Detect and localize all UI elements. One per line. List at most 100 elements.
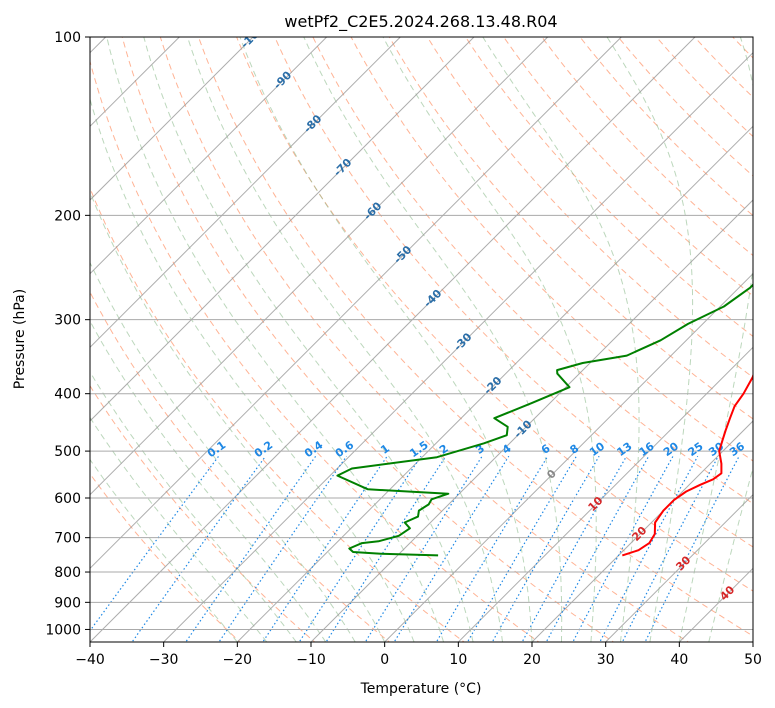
mixing-ratio-line bbox=[262, 455, 388, 642]
moist-adiabat bbox=[90, 370, 297, 642]
isotherm-line bbox=[90, 37, 622, 570]
dry-adiabat bbox=[655, 37, 753, 138]
y-tick-label: 300 bbox=[54, 313, 81, 329]
isotherm-line bbox=[90, 37, 549, 496]
isotherm-line bbox=[752, 641, 753, 642]
x-tick-label: −20 bbox=[223, 652, 253, 668]
moist-adiabat bbox=[90, 320, 327, 642]
mixing-ratio-line bbox=[545, 455, 650, 642]
y-tick-label: 100 bbox=[54, 30, 81, 46]
mixing-ratio-label: 20 bbox=[661, 439, 681, 459]
mixing-ratio-line bbox=[466, 455, 577, 642]
moist-adiabat bbox=[303, 37, 563, 642]
isotherm-line bbox=[384, 272, 753, 642]
x-axis-label: Temperature (°C) bbox=[360, 681, 482, 697]
moist-adiabat bbox=[678, 37, 753, 642]
mixing-ratio-line bbox=[185, 455, 317, 642]
y-tick-label: 500 bbox=[54, 444, 81, 460]
x-tick-label: −10 bbox=[296, 652, 326, 668]
y-tick-label: 700 bbox=[54, 531, 81, 547]
moist-adiabat bbox=[90, 190, 386, 642]
moist-adiabat bbox=[90, 416, 268, 642]
temperature-profile-line bbox=[621, 372, 753, 557]
mixing-ratio-line bbox=[325, 455, 447, 642]
isotherm-line bbox=[90, 37, 254, 201]
isotherm-line bbox=[236, 125, 753, 642]
y-tick-label: 900 bbox=[54, 595, 81, 611]
dry-adiabat bbox=[274, 37, 753, 548]
mixing-ratio-label: 0.2 bbox=[252, 438, 275, 460]
moist-adiabat bbox=[482, 37, 640, 642]
dry-adiabat bbox=[541, 37, 753, 257]
mixing-ratio-line bbox=[218, 455, 347, 642]
dry-adiabat bbox=[465, 37, 753, 338]
dry-adiabat bbox=[90, 472, 241, 642]
x-tick-label: −40 bbox=[75, 652, 105, 668]
mixing-ratio-label: 16 bbox=[637, 439, 657, 459]
x-tick-label: −30 bbox=[149, 652, 179, 668]
moist-adiabat bbox=[90, 458, 238, 642]
y-tick-label: 600 bbox=[54, 491, 81, 507]
mixing-ratio-line bbox=[364, 455, 483, 642]
isotherm-line bbox=[90, 37, 328, 275]
dry-adiabat bbox=[90, 384, 316, 642]
y-tick-label: 200 bbox=[54, 208, 81, 224]
moist-adiabat bbox=[143, 37, 474, 642]
dry-adiabat bbox=[758, 24, 775, 645]
mixing-ratio-line bbox=[572, 455, 674, 642]
mixing-ratio-label: 0.4 bbox=[302, 438, 326, 460]
mixing-ratio-label: 6 bbox=[539, 442, 553, 457]
mixing-ratio-line bbox=[521, 455, 628, 642]
mixing-ratio-label: 30 bbox=[706, 439, 726, 459]
dry-adiabat bbox=[159, 37, 690, 642]
mixing-ratio-line bbox=[298, 455, 422, 642]
dry-adiabat bbox=[350, 37, 753, 462]
y-tick-label: 400 bbox=[54, 387, 81, 403]
mixing-ratio-line bbox=[131, 455, 267, 642]
dry-adiabat bbox=[312, 37, 753, 505]
x-tick-label: 20 bbox=[523, 652, 541, 668]
dry-adiabat bbox=[732, 37, 753, 59]
isotherm-label: 40 bbox=[717, 583, 737, 603]
mixing-ratio-label: 4 bbox=[500, 442, 514, 457]
dry-adiabat bbox=[90, 291, 391, 642]
dry-adiabat bbox=[197, 37, 753, 637]
isotherm-line bbox=[90, 37, 475, 422]
moist-adiabat bbox=[90, 261, 356, 642]
moist-adiabat bbox=[606, 37, 694, 642]
mixing-ratio-label: 13 bbox=[614, 440, 634, 459]
moist-adiabat bbox=[239, 37, 533, 642]
dry-adiabat bbox=[121, 37, 615, 642]
isotherm-line bbox=[310, 199, 753, 642]
mixing-ratio-label: 0.6 bbox=[333, 438, 357, 460]
isotherm-line bbox=[605, 493, 753, 642]
dewpoint-profile-line bbox=[336, 283, 753, 557]
x-tick-label: 50 bbox=[744, 652, 762, 668]
isotherm-label: -50 bbox=[391, 243, 414, 266]
mixing-ratio-label: 25 bbox=[686, 440, 706, 459]
dry-adiabat bbox=[503, 37, 753, 297]
x-tick-label: 30 bbox=[597, 652, 615, 668]
isotherm-line bbox=[90, 37, 401, 349]
mixing-ratio-line bbox=[90, 455, 220, 632]
y-tick-label: 1000 bbox=[45, 622, 81, 638]
dry-adiabat bbox=[426, 37, 753, 379]
data-series bbox=[336, 283, 753, 557]
mixing-ratio-label: 10 bbox=[587, 439, 607, 459]
x-tick-label: 40 bbox=[670, 652, 688, 668]
dry-adiabat bbox=[388, 37, 753, 420]
isotherm-line bbox=[90, 37, 696, 642]
x-tick-label: 0 bbox=[380, 652, 389, 668]
isotherm-line bbox=[163, 51, 753, 642]
chart-title: wetPf2_C2E5.2024.268.13.48.R04 bbox=[284, 12, 557, 32]
y-tick-label: 800 bbox=[54, 565, 81, 581]
y-axis: 1000 900 800 700 600 500 400 300 200 100 bbox=[45, 30, 90, 638]
mixing-ratio-label: 8 bbox=[568, 442, 582, 457]
isotherm-line bbox=[678, 567, 753, 642]
x-tick-label: 10 bbox=[449, 652, 467, 668]
mixing-ratio-label: 36 bbox=[727, 439, 747, 459]
moist-adiabat bbox=[382, 37, 597, 642]
x-axis: −40 −30 −20 −10 0 10 20 30 40 50 bbox=[75, 642, 762, 668]
background-lines bbox=[90, 24, 775, 645]
